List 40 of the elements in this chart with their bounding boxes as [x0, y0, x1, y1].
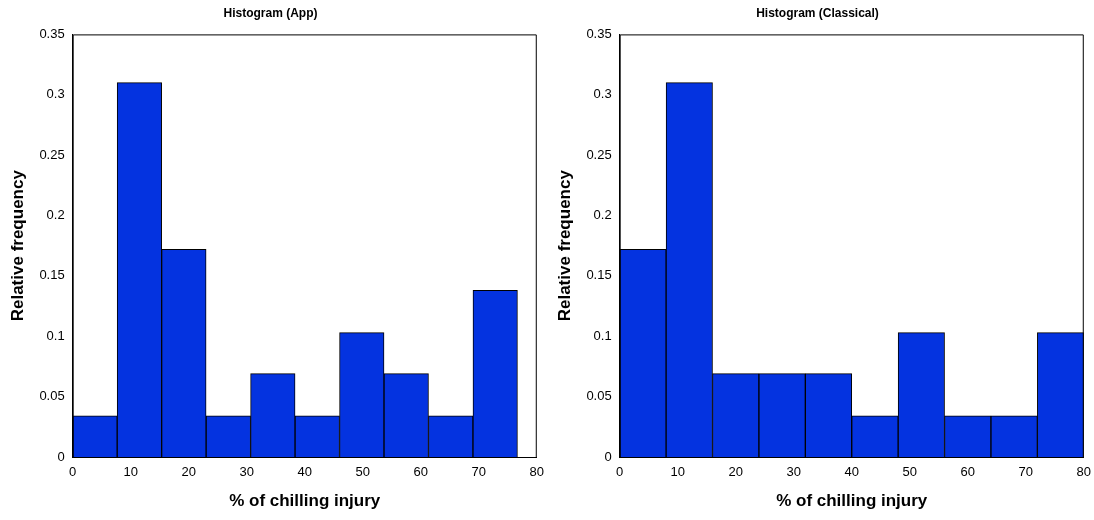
- y-tick-label: 0.05: [39, 388, 65, 404]
- y-tick-label: 0.05: [586, 388, 612, 404]
- y-tick-label: 0.15: [39, 267, 65, 283]
- chart-title: Histogram (Classical): [756, 5, 879, 20]
- chart-title: Histogram (App): [223, 5, 318, 20]
- y-tick-label: 0: [604, 448, 612, 464]
- y-tick-label: 0.1: [46, 327, 65, 343]
- y-tick-label: 0.15: [586, 267, 612, 283]
- x-tick-label: 40: [844, 464, 859, 480]
- x-tick-label: 70: [471, 464, 486, 480]
- x-tick-label: 80: [1076, 464, 1091, 480]
- x-axis-title: % of chilling injury: [229, 491, 381, 511]
- x-tick-label: 0: [69, 464, 77, 480]
- y-tick-label: 0.2: [593, 207, 612, 223]
- y-tick-label: 0.3: [46, 86, 65, 102]
- y-axis-title: Relative frequency: [7, 169, 27, 322]
- y-tick-label: 0: [57, 448, 65, 464]
- x-tick-label: 50: [355, 464, 370, 480]
- y-tick-label: 0.3: [593, 86, 612, 102]
- y-tick-label: 0.25: [586, 146, 612, 162]
- x-tick-label: 80: [529, 464, 544, 480]
- x-axis-title: % of chilling injury: [776, 491, 928, 511]
- x-tick-label: 20: [728, 464, 743, 480]
- x-tick-label: 10: [123, 464, 138, 480]
- y-tick-label: 0.35: [586, 25, 612, 41]
- x-tick-label: 60: [413, 464, 428, 480]
- x-tick-label: 50: [902, 464, 917, 480]
- x-tick-label: 70: [1018, 464, 1033, 480]
- y-axis-title: Relative frequency: [554, 169, 574, 322]
- x-tick-label: 0: [616, 464, 624, 480]
- x-tick-label: 30: [786, 464, 801, 480]
- y-tick-label: 0.35: [39, 25, 65, 41]
- x-tick-label: 10: [670, 464, 685, 480]
- x-tick-label: 40: [297, 464, 312, 480]
- y-tick-label: 0.25: [39, 146, 65, 162]
- x-tick-label: 20: [181, 464, 196, 480]
- x-tick-label: 30: [239, 464, 254, 480]
- x-tick-label: 60: [960, 464, 975, 480]
- y-tick-label: 0.2: [46, 207, 65, 223]
- y-tick-label: 0.1: [593, 327, 612, 343]
